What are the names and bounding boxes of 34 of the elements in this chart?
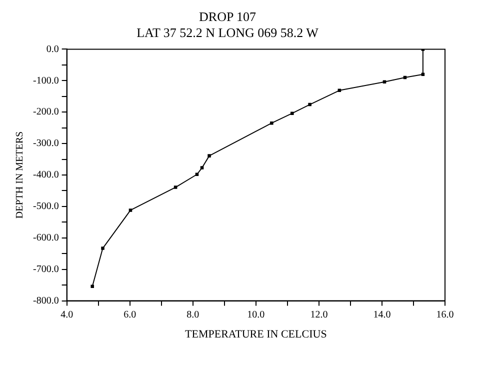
x-tick-label: 12.0 [310,309,328,320]
x-tick-label: 10.0 [247,309,265,320]
point [128,208,132,212]
point [338,88,342,92]
point [174,186,178,189]
y-axis-title: DEPTH IN METERS [14,131,26,219]
y-tick-label: 0.0 [46,44,59,55]
x-tick-label: 4.0 [60,309,74,320]
point [290,112,294,115]
point [308,102,312,106]
x-tick-label: 6.0 [124,309,136,320]
y-tick-label: -400.0 [32,170,59,181]
x-tick-label: 8.0 [186,309,200,320]
y-tick-label: -700.0 [32,264,59,275]
point [195,172,199,176]
point [421,72,425,76]
y-tick-label: -100.0 [32,75,59,86]
y-tick-label: -200.0 [32,106,59,118]
y-tick-label: -300.0 [32,138,59,150]
x-tick-label: 14.0 [373,309,391,320]
point [208,154,211,158]
x-tick-label: 16.0 [436,309,454,320]
x-axis-title: TEMPERATURE IN CELCIUS [185,328,327,340]
point [382,80,386,84]
y-tick-label: -800.0 [32,295,59,306]
point [403,76,407,80]
point [101,246,104,250]
point [270,121,274,125]
text: DROP 107 [199,9,256,24]
point [90,284,94,288]
point [200,166,204,170]
y-tick-label: -500.0 [32,201,59,212]
text: LAT 37 52.2 N LONG 069 58.2 W [136,24,318,40]
y-tick-label: -600.0 [32,232,59,244]
